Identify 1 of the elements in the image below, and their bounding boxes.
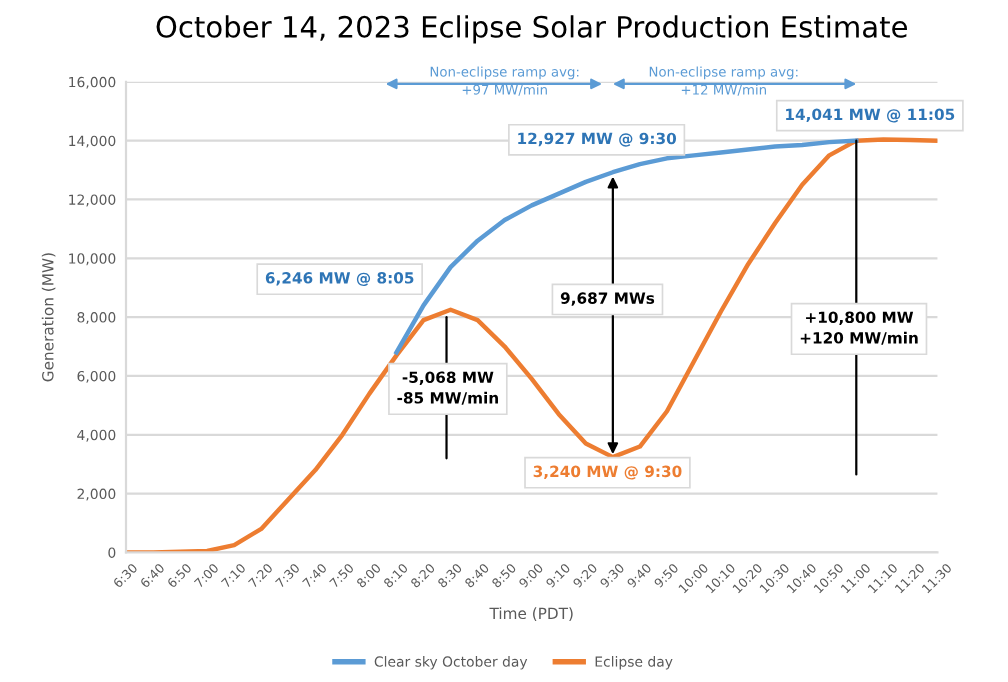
chart-title: October 14, 2023 Eclipse Solar Production Estimate xyxy=(156,15,907,44)
